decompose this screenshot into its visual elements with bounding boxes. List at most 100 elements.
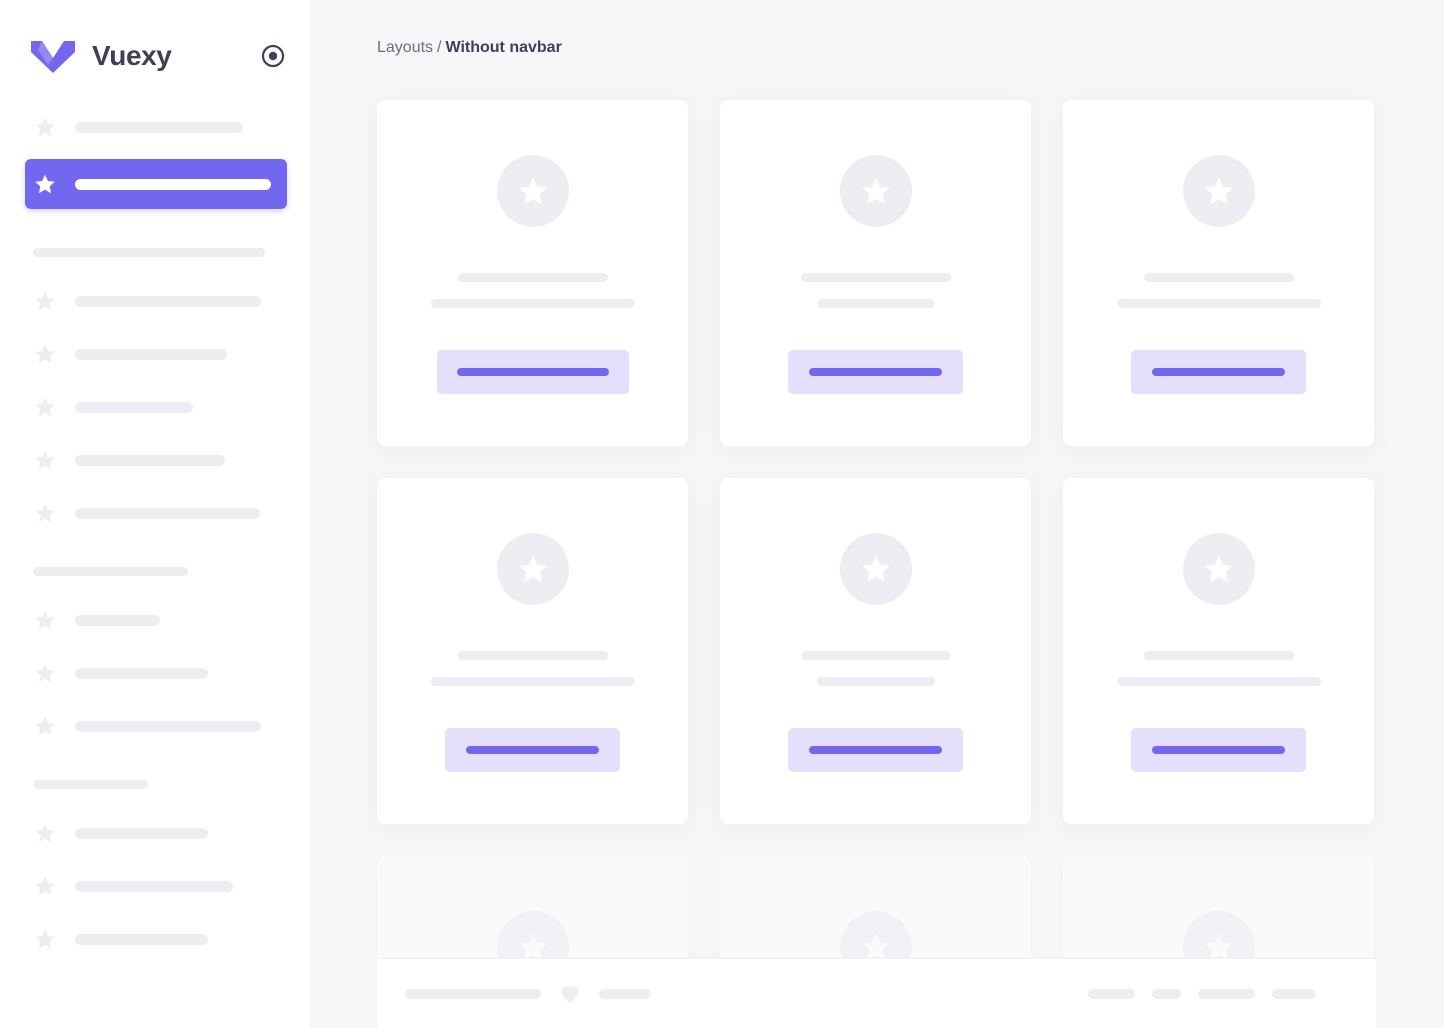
sidebar-header: Vuexy bbox=[0, 0, 310, 112]
sidebar-item[interactable] bbox=[0, 924, 287, 954]
footer-bar-long bbox=[405, 988, 541, 999]
vuexy-chevron-logo-icon bbox=[30, 38, 76, 74]
footer-link-bar-4 bbox=[1272, 988, 1316, 999]
content-card[interactable] bbox=[1063, 478, 1374, 824]
star-icon bbox=[33, 714, 57, 738]
sidebar-item-label-placeholder bbox=[75, 121, 243, 133]
star-icon bbox=[33, 927, 57, 951]
sidebar-group-separator bbox=[33, 248, 265, 257]
star-icon bbox=[33, 342, 57, 366]
sidebar-item[interactable] bbox=[0, 498, 287, 528]
card-title-placeholder bbox=[457, 273, 608, 282]
avatar bbox=[839, 155, 912, 227]
footer-bar-short bbox=[599, 988, 651, 999]
footer-link-bar-1 bbox=[1088, 988, 1135, 999]
card-title-placeholder bbox=[1143, 273, 1294, 282]
brand[interactable]: Vuexy bbox=[30, 38, 260, 74]
breadcrumb-current: Without navbar bbox=[445, 39, 562, 56]
card-cta-button[interactable] bbox=[788, 728, 963, 772]
star-icon bbox=[33, 821, 57, 845]
star-icon bbox=[33, 395, 57, 419]
card-cta-button[interactable] bbox=[1131, 728, 1306, 772]
main-content: Layouts / Without navbar bbox=[310, 0, 1444, 1028]
circle-dot-pin-icon[interactable] bbox=[260, 43, 286, 69]
brand-title: Vuexy bbox=[92, 40, 172, 71]
card-text-placeholders bbox=[720, 651, 1031, 686]
footer-link-bar-3 bbox=[1198, 988, 1255, 999]
footer-bar bbox=[377, 958, 1376, 1028]
sidebar-group bbox=[0, 567, 287, 741]
sidebar-item-label-placeholder bbox=[75, 348, 227, 360]
card-title-placeholder bbox=[1143, 651, 1294, 660]
content-card[interactable] bbox=[377, 100, 688, 446]
avatar bbox=[496, 155, 569, 227]
card-title-placeholder bbox=[800, 651, 951, 660]
star-icon bbox=[33, 448, 57, 472]
star-icon bbox=[33, 172, 57, 196]
sidebar-item[interactable] bbox=[0, 286, 287, 316]
breadcrumb-parent[interactable]: Layouts bbox=[377, 39, 434, 56]
card-text-placeholders bbox=[720, 273, 1031, 308]
footer-heart-icon[interactable] bbox=[559, 983, 581, 1005]
sidebar-item[interactable] bbox=[0, 112, 287, 142]
avatar bbox=[496, 533, 569, 605]
sidebar-group-separator bbox=[33, 780, 148, 789]
card-text-placeholders bbox=[1063, 651, 1374, 686]
card-subtitle-placeholder bbox=[430, 677, 635, 686]
star-icon bbox=[33, 501, 57, 525]
sidebar-item[interactable] bbox=[0, 871, 287, 901]
card-subtitle-placeholder bbox=[430, 299, 635, 308]
card-cta-button[interactable] bbox=[445, 728, 620, 772]
card-subtitle-placeholder bbox=[1116, 677, 1321, 686]
star-icon bbox=[33, 289, 57, 313]
avatar bbox=[1182, 533, 1255, 605]
sidebar-item[interactable] bbox=[0, 392, 287, 422]
sidebar-group bbox=[0, 112, 287, 209]
sidebar-item-label-placeholder bbox=[75, 614, 160, 626]
card-cta-button[interactable] bbox=[436, 350, 629, 394]
star-icon bbox=[33, 661, 57, 685]
sidebar-group bbox=[0, 248, 287, 528]
sidebar-item[interactable] bbox=[0, 818, 287, 848]
card-cta-label-placeholder bbox=[1152, 746, 1285, 754]
sidebar-item[interactable] bbox=[0, 658, 287, 688]
content-card[interactable] bbox=[1063, 100, 1374, 446]
sidebar-item[interactable] bbox=[0, 445, 287, 475]
sidebar: Vuexy bbox=[0, 0, 310, 1028]
card-text-placeholders bbox=[377, 651, 688, 686]
avatar bbox=[839, 533, 912, 605]
star-icon bbox=[33, 608, 57, 632]
card-text-placeholders bbox=[1063, 273, 1374, 308]
star-icon bbox=[33, 115, 57, 139]
card-subtitle-placeholder bbox=[816, 299, 935, 308]
sidebar-group bbox=[0, 780, 287, 954]
footer-left-group bbox=[377, 983, 651, 1005]
card-cta-label-placeholder bbox=[809, 746, 942, 754]
card-title-placeholder bbox=[457, 651, 608, 660]
sidebar-item-label-placeholder bbox=[75, 880, 233, 892]
sidebar-item-active[interactable] bbox=[25, 159, 287, 209]
content-card[interactable] bbox=[377, 478, 688, 824]
sidebar-item-label-placeholder bbox=[75, 827, 208, 839]
card-title-placeholder bbox=[800, 273, 951, 282]
sidebar-item-label-placeholder bbox=[75, 507, 260, 519]
sidebar-item-label-placeholder bbox=[75, 933, 208, 945]
breadcrumb-separator: / bbox=[437, 39, 442, 56]
card-grid bbox=[377, 100, 1376, 1028]
sidebar-item[interactable] bbox=[0, 605, 287, 635]
sidebar-item-label-placeholder bbox=[75, 295, 261, 307]
card-cta-label-placeholder bbox=[1152, 368, 1285, 376]
breadcrumb: Layouts / Without navbar bbox=[310, 0, 1444, 58]
sidebar-item-label-placeholder bbox=[75, 401, 193, 413]
card-cta-button[interactable] bbox=[1131, 350, 1306, 394]
sidebar-nav bbox=[0, 112, 310, 954]
card-cta-button[interactable] bbox=[788, 350, 963, 394]
content-card[interactable] bbox=[720, 100, 1031, 446]
sidebar-item[interactable] bbox=[0, 339, 287, 369]
sidebar-item-label-placeholder bbox=[75, 178, 271, 190]
sidebar-item-label-placeholder bbox=[75, 720, 261, 732]
sidebar-item-label-placeholder bbox=[75, 667, 208, 679]
sidebar-item[interactable] bbox=[0, 711, 287, 741]
content-card[interactable] bbox=[720, 478, 1031, 824]
card-subtitle-placeholder bbox=[1116, 299, 1321, 308]
